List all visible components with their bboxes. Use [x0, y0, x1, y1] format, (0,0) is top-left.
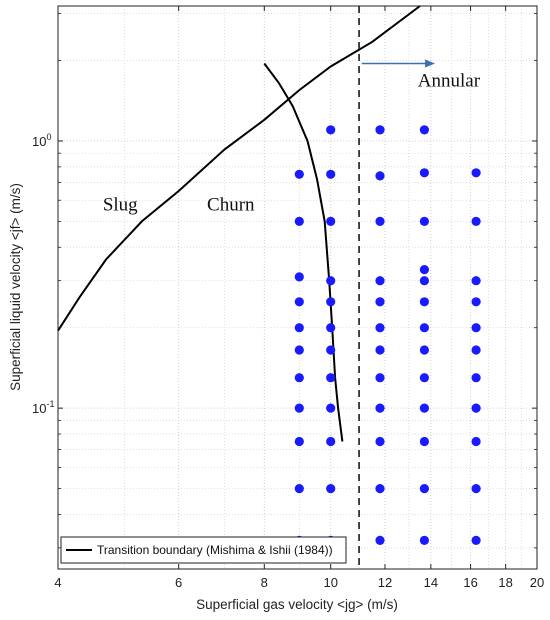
data-point [419, 216, 429, 226]
data-point [326, 125, 336, 135]
data-point [294, 373, 304, 383]
minor-grid [58, 6, 537, 569]
data-point [419, 125, 429, 135]
data-point [375, 297, 385, 307]
data-point [326, 216, 336, 226]
data-point [294, 216, 304, 226]
data-point [375, 403, 385, 413]
data-point [375, 373, 385, 383]
data-point [375, 323, 385, 333]
data-point [419, 436, 429, 447]
x-tick-label: 8 [261, 575, 268, 590]
data-point [471, 403, 481, 413]
data-point [419, 345, 429, 355]
data-point [326, 169, 336, 179]
region-label-annular: Annular [418, 70, 481, 91]
x-tick-label: 14 [424, 575, 438, 590]
data-point [419, 265, 429, 275]
data-point [419, 297, 429, 307]
data-point [419, 276, 429, 286]
data-point [326, 484, 336, 494]
data-point [471, 323, 481, 333]
legend: Transition boundary (Mishima & Ishii (19… [60, 536, 347, 564]
data-point [294, 297, 304, 307]
data-point [471, 276, 481, 286]
data-point [419, 403, 429, 413]
boundary-curve-1 [57, 5, 421, 332]
data-points [294, 125, 481, 546]
region-labels: Slug Churn Annular [103, 70, 481, 215]
x-tick-label: 16 [463, 575, 477, 590]
plot-frame [57, 5, 538, 570]
data-point [294, 345, 304, 355]
x-tick-label: 20 [530, 575, 544, 590]
data-point [326, 276, 336, 286]
legend-label: Transition boundary (Mishima & Ishii (19… [97, 543, 333, 557]
data-point [326, 373, 336, 383]
data-point [471, 216, 481, 226]
legend-box [60, 536, 347, 564]
data-point [375, 171, 385, 181]
y-tick-label: 100 [32, 132, 51, 149]
arrow-head [425, 59, 436, 68]
data-point [471, 484, 481, 494]
data-point [471, 535, 481, 546]
data-point [294, 272, 304, 282]
data-point [471, 297, 481, 307]
data-point [326, 345, 336, 355]
data-point [294, 169, 304, 179]
data-point [471, 345, 481, 355]
data-point [326, 403, 336, 413]
data-point [294, 484, 304, 494]
axis-ticks [57, 6, 538, 569]
region-label-churn: Churn [207, 194, 255, 215]
x-tick-label: 18 [498, 575, 512, 590]
data-point [471, 168, 481, 178]
data-point [375, 216, 385, 226]
y-tick-labels: 10-1 100 [32, 132, 54, 416]
data-point [326, 297, 336, 307]
data-point [326, 323, 336, 333]
data-point [471, 436, 481, 447]
data-point [294, 323, 304, 333]
data-point [419, 323, 429, 333]
data-point [471, 373, 481, 383]
data-point [375, 276, 385, 286]
x-tick-label: 6 [175, 575, 182, 590]
data-point [294, 436, 304, 447]
data-point [375, 436, 385, 447]
boundary-curve-2 [263, 62, 344, 442]
data-point [419, 168, 429, 178]
data-point [419, 535, 429, 546]
data-point [419, 484, 429, 494]
plot-background [58, 6, 537, 569]
data-point [326, 436, 336, 447]
x-axis-label: Superficial gas velocity <jg> (m/s) [196, 597, 398, 612]
data-point [375, 484, 385, 494]
x-tick-label: 12 [378, 575, 392, 590]
data-point [375, 125, 385, 135]
x-tick-label: 4 [54, 575, 61, 590]
y-axis-label: Superficial liquid velocity <jf> (m/s) [8, 183, 23, 391]
x-tick-labels: 4 6 8 10 12 14 16 18 20 [54, 575, 544, 590]
annular-arrow [361, 59, 436, 68]
data-point [375, 535, 385, 546]
y-tick-label: 10-1 [32, 399, 54, 416]
data-point [294, 403, 304, 413]
data-point [419, 373, 429, 383]
boundary-lines [57, 5, 421, 442]
data-point [375, 345, 385, 355]
region-label-slug: Slug [103, 194, 138, 215]
x-tick-label: 10 [323, 575, 337, 590]
